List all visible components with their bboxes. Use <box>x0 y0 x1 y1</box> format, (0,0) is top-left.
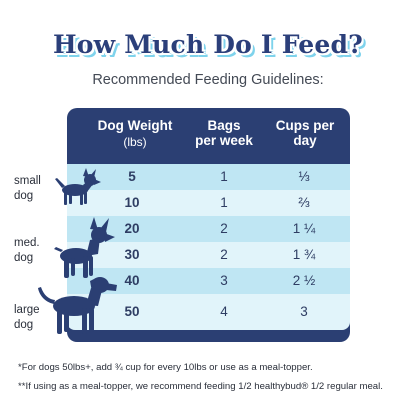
bags-header-line1: Bags <box>207 118 241 133</box>
footnote-meal-topper: **If using as a meal-topper, we recommen… <box>18 381 383 392</box>
weight-cell: 30 <box>124 247 140 262</box>
large-dog-label: large dog <box>14 304 40 331</box>
footnote-large-dogs: *For dogs 50lbs+, add ¾ cup for every 10… <box>18 362 313 373</box>
page-subtitle: Recommended Feeding Guidelines: <box>92 72 324 88</box>
cups-header-line2: day <box>293 133 317 148</box>
weight-cell: 40 <box>124 273 140 288</box>
weight-cell: 50 <box>124 304 140 319</box>
weight-cell: 5 <box>128 169 136 184</box>
cups-cell: ⅓ <box>298 169 310 184</box>
medium-dog-label: med. dog <box>14 237 40 264</box>
bags-cell: 2 <box>220 221 228 236</box>
small-dog-icon <box>55 168 101 205</box>
weight-header-label: Dog Weight <box>97 118 173 133</box>
bags-cell: 4 <box>220 304 228 319</box>
weight-cell: 10 <box>124 195 140 210</box>
bags-header-line2: per week <box>195 133 253 148</box>
cups-cell: 2 ½ <box>292 273 316 288</box>
weight-cell: 20 <box>124 221 140 236</box>
cups-cell: 1 ¼ <box>292 221 316 236</box>
cups-column-header: Cups per day <box>266 118 344 148</box>
bags-cell: 1 <box>220 169 228 184</box>
medium-dog-icon <box>54 217 115 278</box>
table-row: 10 1 ⅔ <box>67 190 350 216</box>
small-dog-label: small dog <box>14 175 41 202</box>
cups-cell: 1 ¾ <box>292 247 316 262</box>
cups-cell: ⅔ <box>298 195 310 210</box>
table-row: 50 4 3 <box>67 294 350 330</box>
table-row: 40 3 2 ½ <box>67 268 350 294</box>
cups-header-line1: Cups per <box>275 118 335 133</box>
weight-header-unit: (lbs) <box>123 135 147 149</box>
bags-cell: 3 <box>220 273 228 288</box>
table-row: 30 2 1 ¾ <box>67 242 350 268</box>
weight-column-header: Dog Weight (lbs) <box>85 118 185 150</box>
bags-cell: 2 <box>220 247 228 262</box>
bags-cell: 1 <box>220 195 228 210</box>
cups-cell: 3 <box>300 304 308 319</box>
table-row: 5 1 ⅓ <box>67 164 350 190</box>
large-dog-icon <box>38 277 117 334</box>
bags-column-header: Bags per week <box>183 118 265 148</box>
table-row: 20 2 1 ¼ <box>67 216 350 242</box>
page-title: How Much Do I Feed? <box>52 30 364 59</box>
